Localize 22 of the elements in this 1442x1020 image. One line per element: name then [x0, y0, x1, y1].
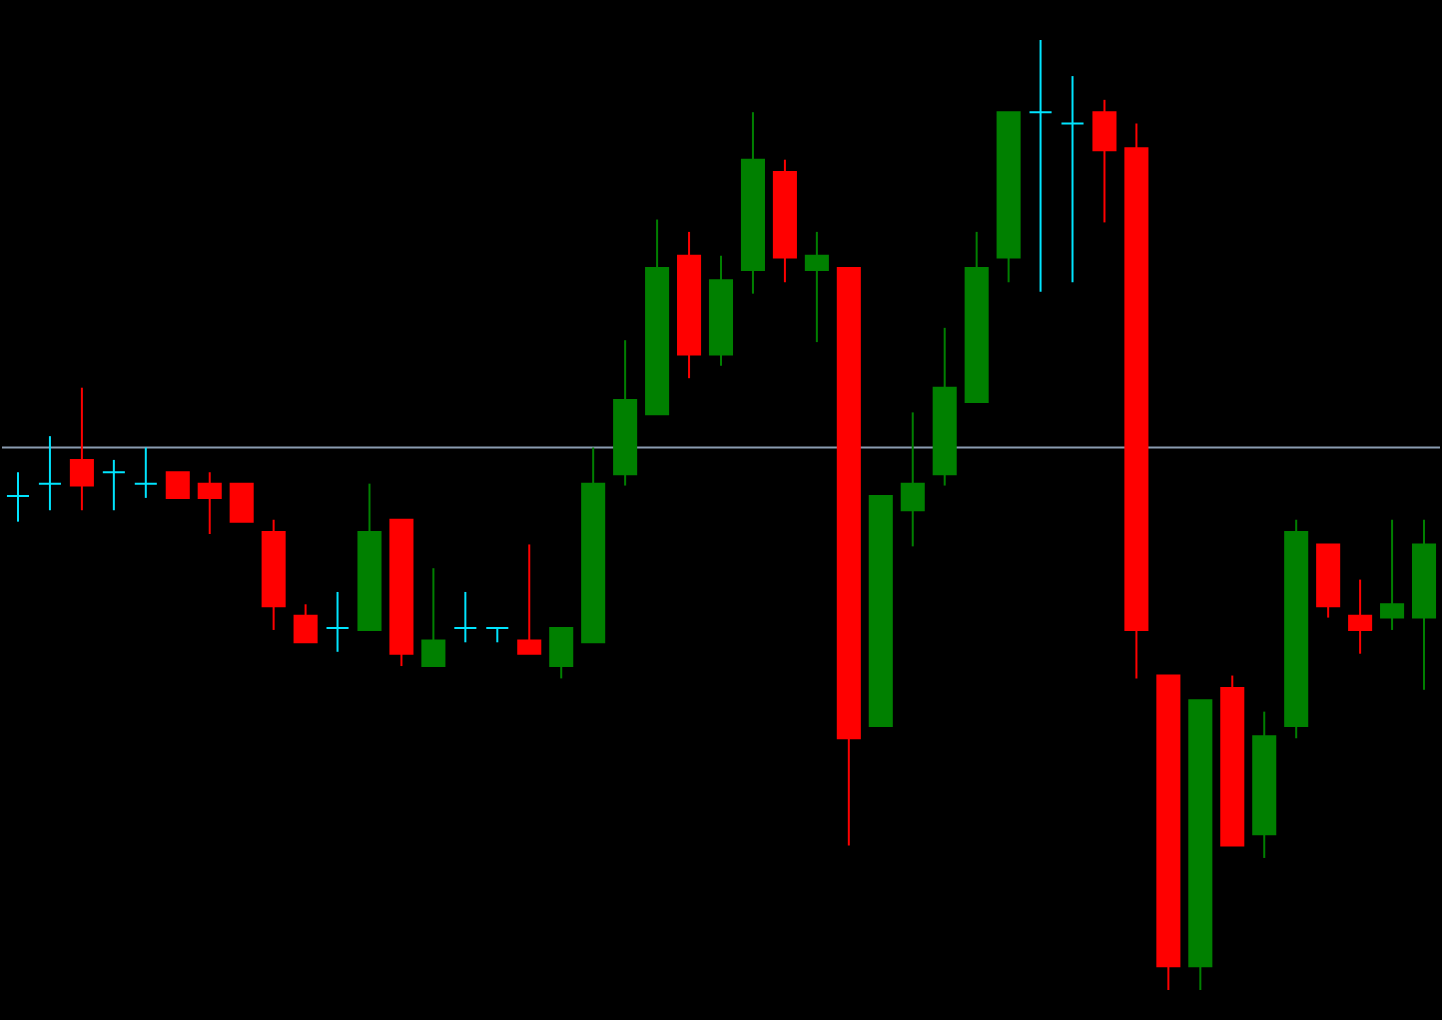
candlestick: [197, 471, 222, 535]
candlestick: [1348, 578, 1373, 655]
candlestick: [517, 543, 542, 655]
candlestick: [101, 458, 126, 512]
candlestick: [5, 471, 30, 523]
candlestick: [453, 590, 478, 644]
candlestick: [37, 435, 62, 512]
candlestick: [69, 386, 94, 512]
candlestick: [133, 446, 158, 499]
candlestick: [1028, 39, 1053, 293]
candlestick: [1092, 98, 1117, 224]
candlestick: [1060, 75, 1085, 284]
candlestick: [325, 590, 350, 653]
candlestick: [165, 471, 190, 499]
candlestick: [549, 627, 574, 680]
candlestick: [229, 482, 254, 523]
candlestick: [485, 627, 510, 644]
candlestick: [1380, 518, 1405, 631]
candlestick: [900, 411, 925, 548]
candlestick: [421, 567, 446, 668]
candlestick: [293, 603, 318, 644]
candlestick: [804, 230, 829, 344]
